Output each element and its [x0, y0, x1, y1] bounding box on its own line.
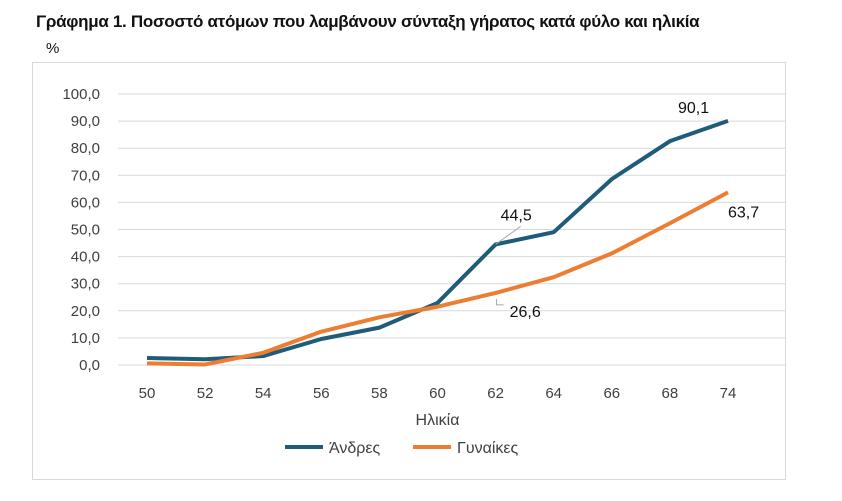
data-label: 44,5	[501, 207, 532, 224]
x-tick-label: 50	[139, 385, 156, 402]
y-tick-label: 40,0	[71, 249, 100, 266]
x-tick-label: 56	[313, 385, 330, 402]
legend-label: Άνδρες	[329, 440, 381, 457]
x-tick-label: 68	[662, 385, 679, 402]
leader-line	[496, 298, 504, 306]
x-tick-label: 74	[720, 385, 737, 402]
chart-frame	[32, 62, 786, 480]
y-tick-label: 100,0	[62, 86, 100, 103]
x-tick-label: 54	[255, 385, 272, 402]
y-tick-label: 80,0	[71, 140, 100, 157]
y-tick-label: 30,0	[71, 276, 100, 293]
data-label: 63,7	[728, 204, 759, 221]
x-tick-label: 58	[371, 385, 388, 402]
x-tick-label: 52	[197, 385, 214, 402]
series-line-women	[146, 190, 729, 367]
y-tick-label: 20,0	[71, 303, 100, 320]
x-tick-label: 60	[429, 385, 446, 402]
chart-title: Γράφημα 1. Ποσοστό ατόμων που λαμβάνουν …	[36, 12, 700, 31]
legend-label: Γυναίκες	[457, 440, 519, 457]
leader-line	[495, 225, 521, 245]
y-tick-label: 60,0	[71, 194, 100, 211]
x-tick-label: 66	[603, 385, 620, 402]
x-axis-title: Ηλικία	[416, 412, 460, 429]
x-tick-label: 62	[487, 385, 504, 402]
y-tick-label: 0,0	[79, 357, 100, 374]
y-tick-label: 70,0	[71, 167, 100, 184]
y-axis-unit: %	[46, 40, 60, 57]
data-label: 26,6	[510, 304, 541, 321]
y-tick-label: 90,0	[71, 113, 100, 130]
y-tick-label: 10,0	[71, 330, 100, 347]
data-label: 90,1	[678, 100, 709, 117]
y-tick-label: 50,0	[71, 222, 100, 239]
x-tick-label: 64	[545, 385, 562, 402]
